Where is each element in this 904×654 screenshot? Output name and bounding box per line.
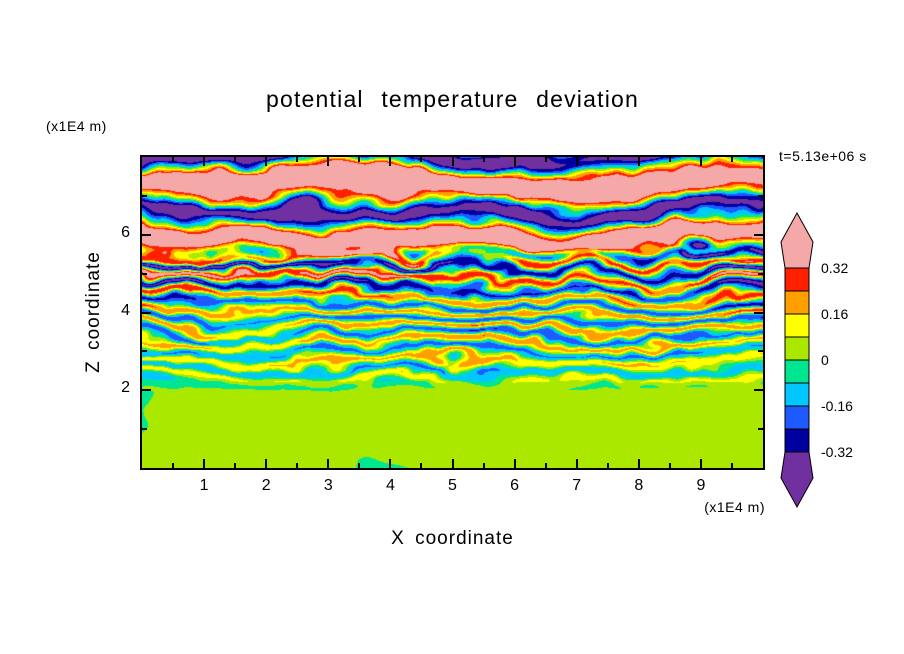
tick-mark [142, 272, 147, 275]
tick-mark [758, 272, 763, 275]
colorbar: 0.32 0.16 0 -0.16 -0.32 [780, 212, 853, 509]
tick-mark [203, 157, 206, 166]
tick-mark [754, 233, 763, 236]
tick-mark [296, 463, 299, 468]
tick-mark [575, 459, 578, 468]
contour-field-canvas [142, 157, 763, 468]
tick-mark [451, 459, 454, 468]
tick-mark [172, 463, 175, 468]
x-axis-unit-label: (x1E4 m) [704, 499, 765, 515]
colorbar-arrow-up [780, 212, 814, 269]
tick-mark [606, 157, 609, 162]
tick-mark [482, 157, 485, 162]
tick-mark [482, 463, 485, 468]
tick-mark [730, 157, 733, 162]
tick-mark [575, 157, 578, 166]
x-tick-label: 1 [199, 477, 209, 494]
x-tick-label: 2 [261, 477, 271, 494]
colorbar-segment [784, 359, 810, 384]
tick-mark [699, 459, 702, 468]
tick-mark [327, 157, 330, 166]
tick-mark [544, 463, 547, 468]
colorbar-tick-label: -0.32 [821, 444, 853, 460]
y-tick-label: 4 [121, 301, 130, 319]
tick-mark [389, 157, 392, 166]
tick-mark [420, 463, 423, 468]
tick-mark [513, 459, 516, 468]
tick-mark [265, 459, 268, 468]
tick-mark [699, 157, 702, 166]
tick-mark [606, 463, 609, 468]
y-tick-label: 6 [121, 223, 130, 241]
tick-mark [758, 350, 763, 353]
tick-mark [730, 463, 733, 468]
tick-mark [758, 194, 763, 197]
chart-title: potential temperature deviation [265, 86, 639, 112]
y-tick-label: 2 [121, 379, 130, 397]
x-tick-label: 8 [634, 477, 644, 494]
tick-mark [389, 459, 392, 468]
tick-mark [265, 157, 268, 166]
tick-mark [754, 311, 763, 314]
x-tick-label: 3 [323, 477, 333, 494]
x-tick-label: 4 [385, 477, 395, 494]
colorbar-segment [784, 290, 810, 315]
tick-mark [142, 428, 147, 431]
colorbar-segment [784, 382, 810, 407]
colorbar-tick-label: 0.32 [821, 260, 848, 276]
tick-mark [637, 157, 640, 166]
tick-mark [420, 157, 423, 162]
colorbar-segment [784, 313, 810, 338]
colorbar-segment [784, 336, 810, 361]
time-annotation: t=5.13e+06 s [779, 148, 867, 164]
x-tick-label: 6 [510, 477, 520, 494]
tick-mark [513, 157, 516, 166]
x-tick-label: 7 [572, 477, 582, 494]
tick-mark [451, 157, 454, 166]
colorbar-tick-label: 0 [821, 352, 829, 368]
tick-mark [668, 157, 671, 162]
x-axis-title: X coordinate [391, 528, 514, 549]
tick-mark [142, 389, 151, 392]
colorbar-segment [784, 405, 810, 430]
x-tick-label: 9 [696, 477, 706, 494]
x-tick-label: 5 [448, 477, 457, 494]
tick-mark [142, 311, 151, 314]
colorbar-segment [784, 428, 810, 453]
tick-mark [358, 157, 361, 162]
tick-mark [327, 459, 330, 468]
tick-mark [234, 157, 237, 162]
tick-mark [668, 463, 671, 468]
tick-mark [754, 389, 763, 392]
colorbar-tick-label: 0.16 [821, 306, 848, 322]
tick-mark [358, 463, 361, 468]
tick-mark [758, 428, 763, 431]
tick-mark [637, 459, 640, 468]
tick-mark [544, 157, 547, 162]
tick-mark [234, 463, 237, 468]
tick-mark [142, 350, 147, 353]
y-axis-unit-label: (x1E4 m) [46, 118, 107, 134]
tick-mark [203, 459, 206, 468]
plot-area [140, 155, 765, 470]
tick-mark [296, 157, 299, 162]
colorbar-arrow-down [780, 451, 814, 509]
colorbar-segment [784, 267, 810, 292]
colorbar-tick-label: -0.16 [821, 398, 853, 414]
tick-mark [142, 233, 151, 236]
tick-mark [142, 194, 147, 197]
tick-mark [172, 157, 175, 162]
